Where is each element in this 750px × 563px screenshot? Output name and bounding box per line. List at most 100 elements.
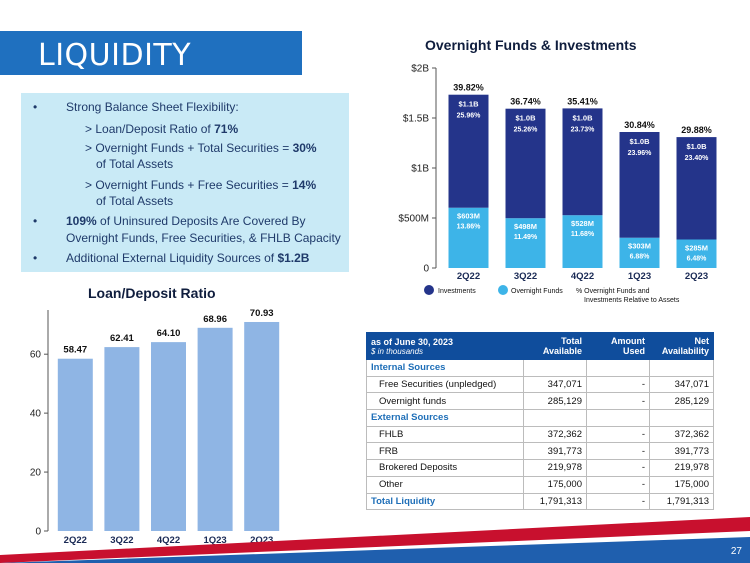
- x-tick-label: 4Q22: [571, 271, 594, 282]
- table-total-row: Total Liquidity 1,791,313 - 1,791,313: [366, 492, 714, 511]
- investments-pct-label: 23.40%: [685, 155, 710, 162]
- investments-pct-label: 23.73%: [571, 126, 596, 133]
- bar-loan-deposit: [57, 358, 93, 531]
- y-tick-label: $1.5B: [403, 114, 429, 125]
- investments-value-label: $1.0B: [629, 137, 650, 146]
- total-pct-label: 30.84%: [624, 120, 655, 130]
- bar-loan-deposit: [244, 321, 280, 531]
- bar-investments: [562, 108, 603, 216]
- overnight-value-label: $603M: [457, 212, 480, 221]
- legend-label-pct-line2: Investments Relative to Assets: [584, 297, 680, 304]
- bar-investments: [448, 94, 489, 208]
- overnight-value-label: $528M: [571, 219, 594, 228]
- investments-value-label: $1.0B: [686, 142, 707, 151]
- overnight-chart-title: Overnight Funds & Investments: [425, 37, 637, 53]
- bar-investments: [676, 137, 717, 240]
- bullet-balance-sheet: Strong Balance Sheet Flexibility:: [66, 100, 239, 114]
- table-row: Other 175,000 - 175,000: [366, 475, 714, 494]
- table-header-title: as of June 30, 2023 $ in thousands: [366, 332, 524, 360]
- legend-marker-investments: [424, 285, 434, 295]
- cell-amount-used: -: [586, 375, 650, 394]
- section-label-internal: Internal Sources: [366, 359, 524, 377]
- row-label: FHLB: [366, 425, 524, 444]
- table-header-net-availability: Net Availability: [649, 332, 714, 360]
- investments-value-label: $1.0B: [515, 114, 536, 123]
- investments-pct-label: 23.96%: [628, 150, 653, 157]
- overnight-pct-label: 6.48%: [687, 256, 708, 263]
- x-tick-label: 4Q22: [157, 535, 180, 546]
- cell-net-availability: 175,000: [649, 475, 714, 494]
- bar-investments: [505, 108, 546, 219]
- y-tick-label: 60: [30, 350, 42, 361]
- legend-label-investments: Investments: [438, 288, 476, 295]
- bar-loan-deposit: [151, 342, 186, 531]
- table-header-row: as of June 30, 2023 $ in thousands Total…: [366, 332, 714, 360]
- overnight-value-label: $303M: [628, 242, 651, 251]
- cell-total-available: 285,129: [523, 392, 587, 411]
- cell-amount-used: -: [586, 442, 650, 461]
- y-tick-label: 0: [35, 527, 41, 538]
- loan-deposit-chart-title: Loan/Deposit Ratio: [88, 285, 216, 301]
- overnight-value-label: $285M: [685, 244, 708, 253]
- legend-label-overnight: Overnight Funds: [511, 288, 563, 295]
- total-pct-label: 36.74%: [510, 97, 541, 107]
- x-tick-label: 1Q23: [628, 271, 651, 282]
- bar-overnight-funds: [562, 215, 603, 268]
- bullet-uninsured-coverage-cont: Overnight Funds, Free Securities, & FHLB…: [66, 231, 341, 245]
- bar-loan-deposit: [104, 347, 140, 531]
- cell-net-availability: 1,791,313: [649, 492, 714, 511]
- cell-net-availability: 219,978: [649, 459, 714, 477]
- bullet-dot: •: [33, 214, 38, 228]
- x-tick-label: 3Q22: [514, 271, 537, 282]
- overnight-funds-chart: 0 $500M $1B $1.5B $2B $1.1B 25.96% $603M 13.86% 3…: [398, 64, 717, 304]
- sub-bullet-total-securities-cont: of Total Assets: [96, 157, 174, 171]
- y-tick-label: $1B: [411, 164, 429, 175]
- cell-net-availability: 372,362: [649, 425, 714, 444]
- cell-total-available: 1,791,313: [523, 492, 587, 511]
- y-tick-label: $2B: [411, 64, 429, 75]
- section-label-external: External Sources: [366, 409, 524, 427]
- table-row: FRB 391,773 - 391,773: [366, 442, 714, 461]
- legend-marker-overnight: [498, 285, 508, 295]
- sub-bullet-loan-deposit: > Loan/Deposit Ratio of 71%: [85, 122, 239, 136]
- bar-value-label: 62.41: [110, 333, 134, 344]
- bar-overnight-funds: [448, 207, 489, 268]
- cell-total-available: 372,362: [523, 425, 587, 444]
- cell-net-availability: 285,129: [649, 392, 714, 411]
- total-pct-label: 29.88%: [681, 125, 712, 135]
- legend-label-pct-line1: % Overnight Funds and: [576, 288, 650, 295]
- bullet-dot: •: [33, 251, 38, 265]
- bar-loan-deposit: [197, 327, 233, 531]
- bar-investments: [619, 132, 660, 238]
- overnight-value-label: $498M: [514, 222, 537, 231]
- cell-net-availability: 391,773: [649, 442, 714, 461]
- investments-pct-label: 25.96%: [457, 113, 482, 120]
- bar-overnight-funds: [505, 218, 546, 268]
- table-row: Free Securities (unpledged) 347,071 - 34…: [366, 375, 714, 394]
- total-pct-label: 39.82%: [453, 83, 484, 93]
- bullet-uninsured-coverage: 109% of Uninsured Deposits Are Covered B…: [66, 214, 306, 228]
- highlights-box: • Strong Balance Sheet Flexibility: > Lo…: [21, 93, 349, 272]
- x-tick-label: 2Q23: [250, 535, 273, 546]
- sub-bullet-free-securities-cont: of Total Assets: [96, 194, 174, 208]
- overnight-pct-label: 11.49%: [514, 234, 538, 241]
- investments-pct-label: 25.26%: [514, 127, 539, 134]
- bar-overnight-funds: [619, 237, 660, 268]
- cell-total-available: 347,071: [523, 375, 587, 394]
- cell-amount-used: -: [586, 392, 650, 411]
- overnight-pct-label: 6.88%: [630, 254, 651, 261]
- bar-value-label: 70.93: [250, 308, 274, 319]
- table-row: FHLB 372,362 - 372,362: [366, 425, 714, 444]
- liquidity-table: as of June 30, 2023 $ in thousands Total…: [366, 332, 714, 511]
- x-tick-label: 2Q22: [64, 535, 87, 546]
- footer-stripe: [0, 517, 750, 563]
- cell-total-available: 175,000: [523, 475, 587, 494]
- bullet-dot: •: [33, 100, 38, 114]
- overnight-pct-label: 13.86%: [457, 224, 482, 231]
- bar-overnight-funds: [676, 239, 717, 268]
- cell-total-available: 219,978: [523, 459, 587, 477]
- total-pct-label: 35.41%: [567, 96, 598, 106]
- page-number: 27: [730, 546, 742, 557]
- x-tick-label: 1Q23: [203, 535, 226, 546]
- table-section-row: Internal Sources: [366, 359, 714, 377]
